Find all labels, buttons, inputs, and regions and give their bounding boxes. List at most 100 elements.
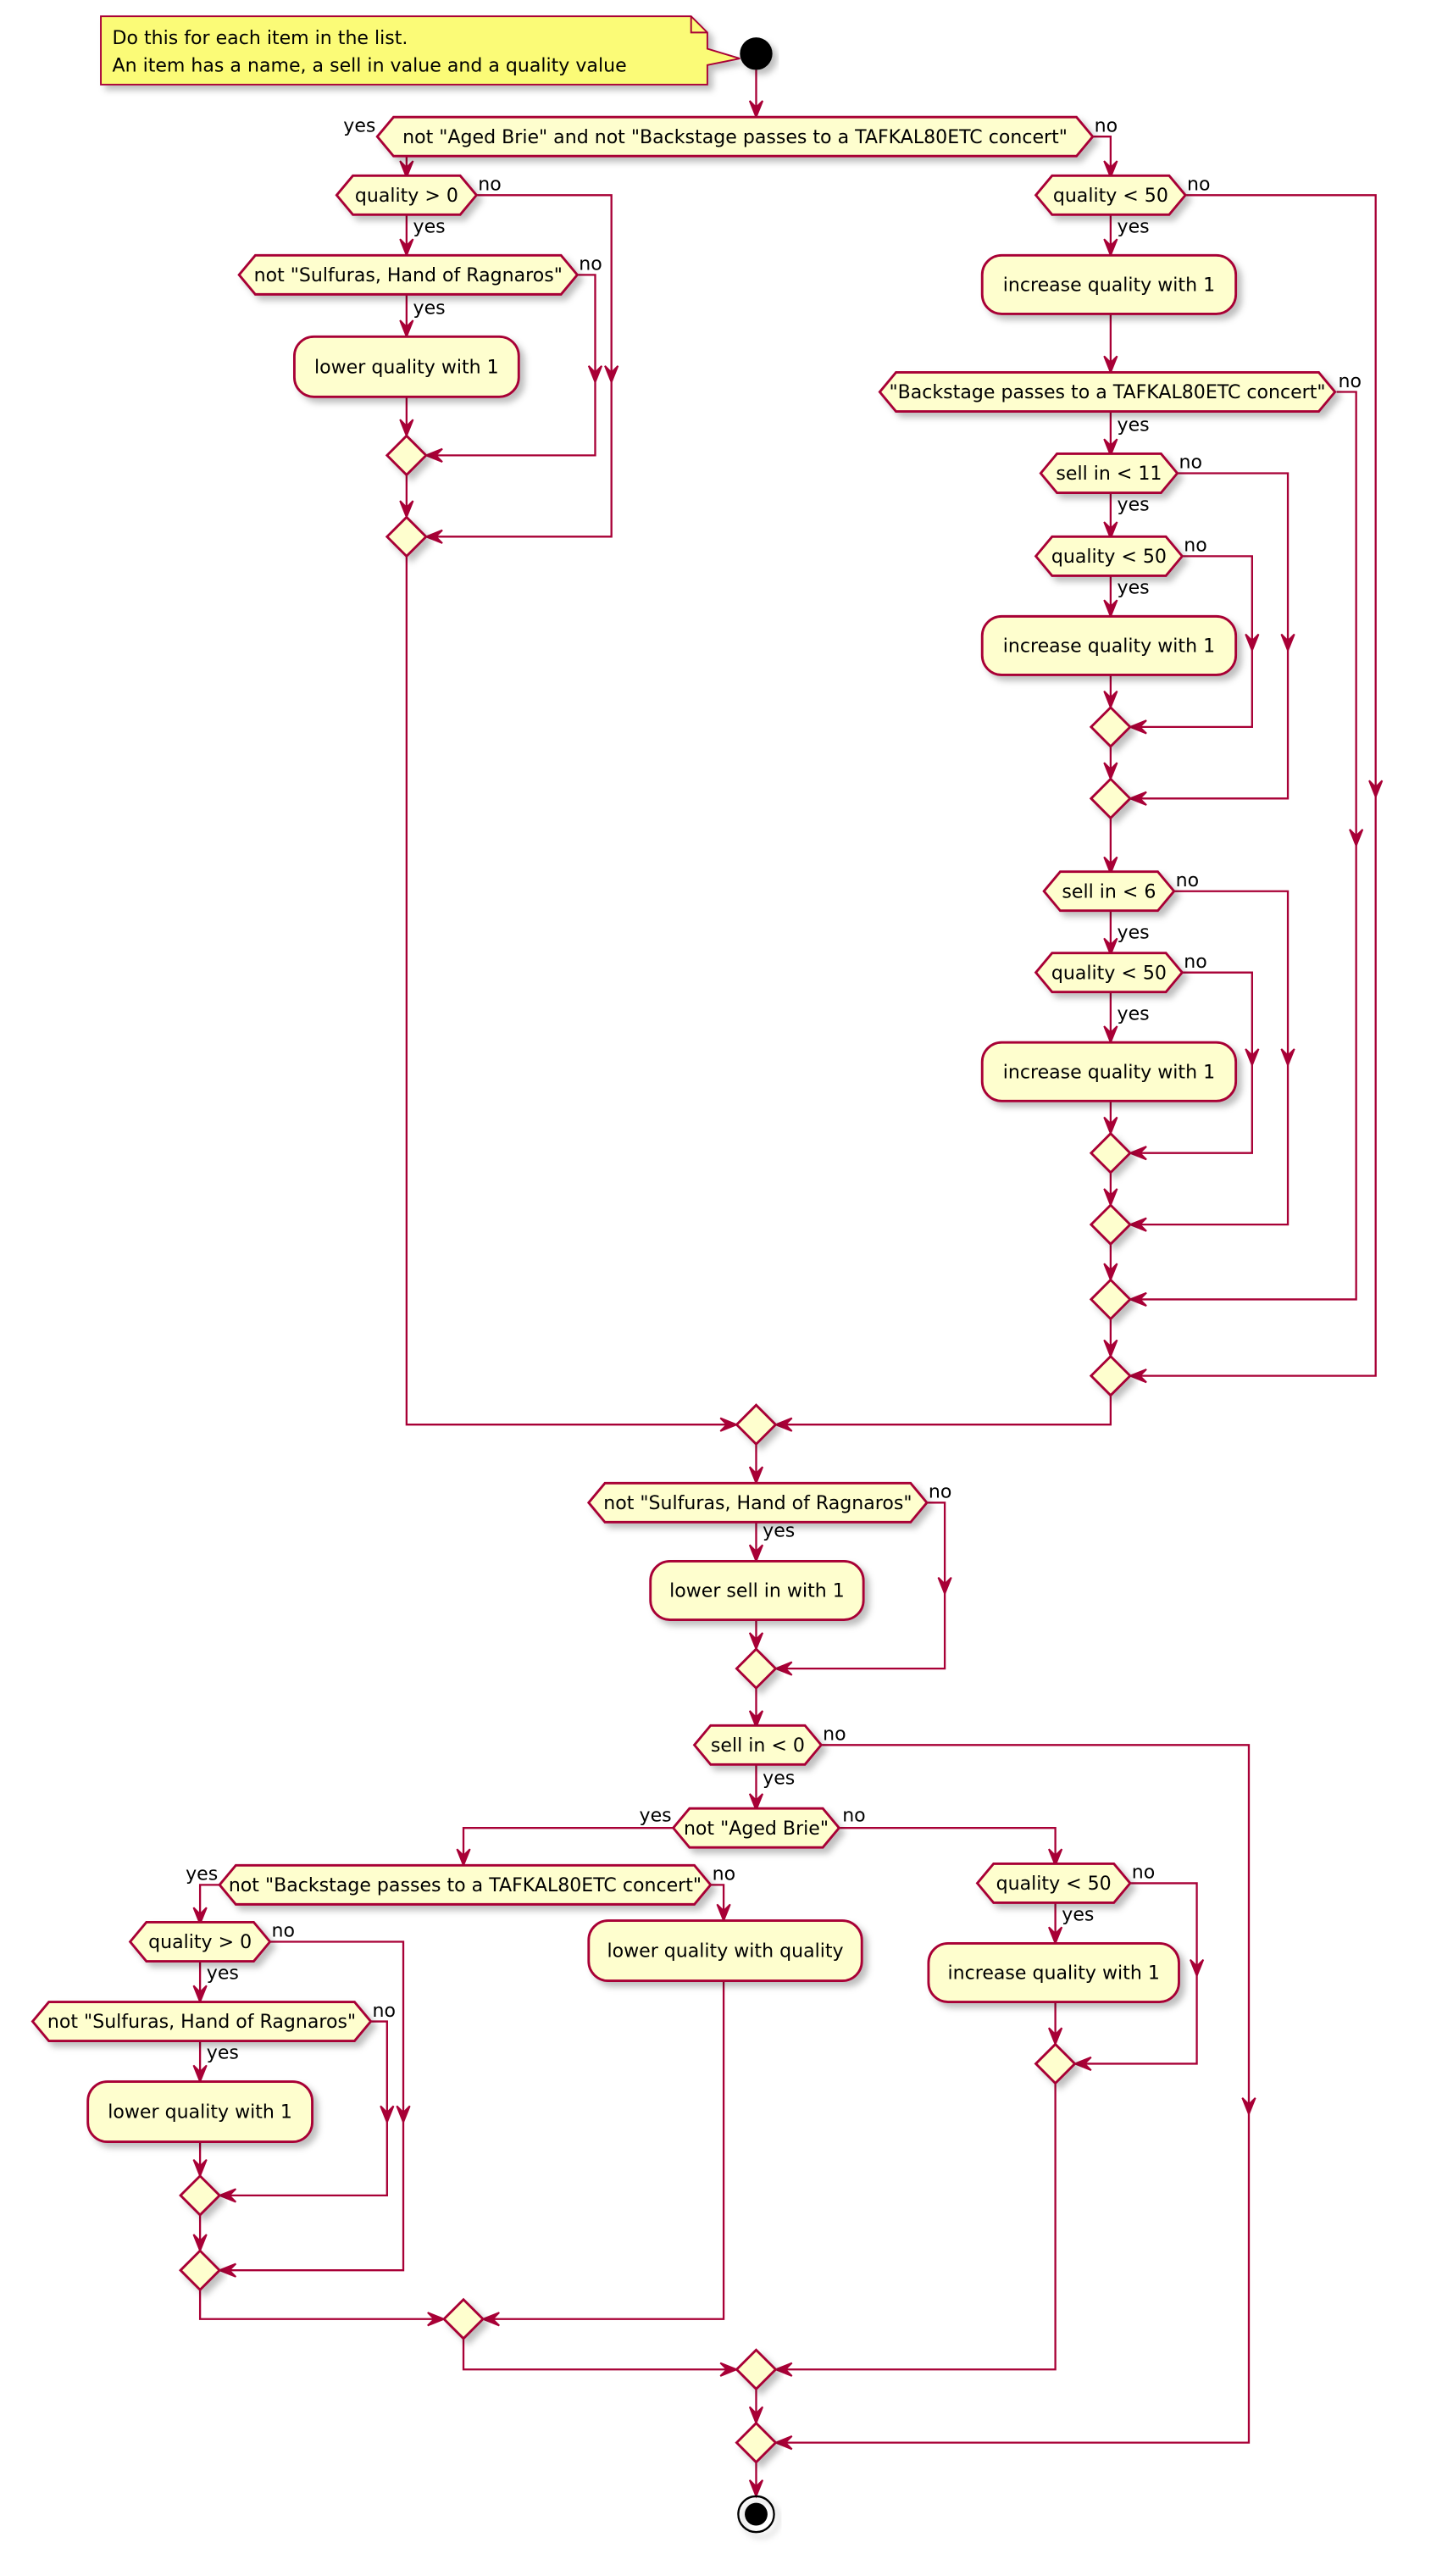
- decision-shape: [218, 1863, 713, 1906]
- arrowhead: [716, 1903, 731, 1924]
- note-line-1: Do this for each item in the list.: [112, 28, 408, 49]
- decision-label: quality < 50: [1053, 186, 1168, 207]
- action-label: increase quality with 1: [948, 1963, 1160, 1985]
- start-node: [740, 37, 773, 70]
- arrowhead: [192, 1985, 208, 2005]
- arrowhead: [1048, 2027, 1063, 2047]
- arrowhead: [1103, 856, 1118, 876]
- branch-label-no: no: [1132, 1863, 1155, 1884]
- arrowhead: [456, 1848, 471, 1868]
- arrowhead: [748, 1466, 764, 1485]
- action-label: lower quality with 1: [108, 2102, 292, 2124]
- flow-edge: [1129, 391, 1357, 1301]
- arrowhead: [1128, 1217, 1147, 1232]
- branch-label-no: no: [579, 254, 602, 275]
- flow-edge: [775, 1744, 1251, 2444]
- merge-diamond: [385, 434, 428, 477]
- branch-label-no: no: [1184, 952, 1206, 973]
- action-a3: increase quality with 1: [980, 614, 1238, 676]
- branch-label-no: no: [373, 2001, 396, 2022]
- action-box: [980, 614, 1238, 676]
- arrowhead: [1103, 1188, 1118, 1208]
- merge-diamond: [1089, 1203, 1132, 1246]
- decision-label: quality > 0: [148, 1932, 252, 1953]
- decision-shape: [975, 1862, 1132, 1904]
- decision-label: not "Sulfuras, Hand of Ragnaros": [603, 1493, 912, 1514]
- note-line-2: An item has a name, a sell in value and …: [112, 55, 626, 76]
- arrowhead: [748, 2406, 764, 2426]
- arrowhead: [587, 365, 603, 385]
- branch-label-no: no: [713, 1864, 735, 1885]
- decision-label: quality < 50: [1051, 547, 1167, 568]
- arrowhead: [773, 1661, 793, 1676]
- arrowhead: [1280, 633, 1295, 653]
- decision-d1: not "Aged Brie" and not "Backstage passe…: [375, 115, 1095, 158]
- decision-d12: not "Aged Brie": [671, 1807, 841, 1849]
- flow-edge: [425, 274, 596, 457]
- arrowhead: [1245, 1048, 1260, 1068]
- branch-label-yes: yes: [1118, 922, 1150, 943]
- decision-d4: quality < 50: [1034, 174, 1188, 216]
- branch-label-no: no: [1176, 870, 1199, 891]
- arrowhead: [1280, 1048, 1295, 1068]
- arrowhead: [604, 365, 619, 385]
- branch-label-no: no: [272, 1921, 295, 1942]
- decision-d3: not "Sulfuras, Hand of Ragnaros": [237, 253, 580, 296]
- arrowhead: [1128, 1291, 1147, 1307]
- decision-d15: not "Sulfuras, Hand of Ragnaros": [31, 2001, 373, 2043]
- branch-label-yes: yes: [1118, 578, 1150, 599]
- arrowhead: [424, 529, 443, 544]
- decision-label: "Backstage passes to a TAFKAL80ETC conce…: [889, 382, 1325, 403]
- note-fold: [690, 16, 707, 34]
- arrowhead: [1048, 1926, 1063, 1946]
- arrowhead: [399, 419, 414, 438]
- merge-diamond: [1089, 1131, 1132, 1174]
- arrowhead: [1128, 791, 1147, 806]
- flow-edge: [1092, 136, 1112, 178]
- arrowhead: [1349, 829, 1364, 848]
- flow-edge: [219, 1940, 405, 2272]
- decision-label: sell in < 11: [1056, 464, 1162, 485]
- arrowhead: [1368, 780, 1384, 799]
- arrowhead: [1103, 1025, 1118, 1045]
- action-box: [86, 2080, 313, 2144]
- arrowhead: [1128, 719, 1147, 735]
- decision-d5: "Backstage passes to a TAFKAL80ETC conce…: [878, 371, 1337, 413]
- branch-labels: yes noyesnoyesnoyesnoyesnoyesnoyesnoyesno…: [186, 115, 1362, 2063]
- arrowhead: [1103, 355, 1118, 375]
- arrowhead: [380, 2105, 395, 2125]
- decision-d16: quality < 50: [975, 1862, 1132, 1904]
- branch-label-yes: yes: [343, 115, 375, 136]
- arrowhead: [192, 2234, 208, 2253]
- branch-label-no: no: [1179, 452, 1201, 474]
- decision-label: sell in < 0: [711, 1735, 805, 1757]
- merge-diamond: [1034, 2042, 1077, 2085]
- flow-edge: [405, 556, 737, 1426]
- arrowhead: [192, 2064, 208, 2085]
- decision-d6: sell in < 11: [1039, 452, 1179, 494]
- decision-shape: [237, 253, 580, 296]
- action-a8: increase quality with 1: [927, 1941, 1180, 2003]
- decision-label: not "Sulfuras, Hand of Ragnaros": [47, 2012, 356, 2033]
- arrowhead: [1103, 599, 1118, 619]
- merge-diamond: [1089, 705, 1132, 748]
- flow-edge: [462, 1827, 674, 1866]
- arrowhead: [1241, 2097, 1256, 2117]
- action-label: lower sell in with 1: [669, 1581, 845, 1602]
- flow-edge: [483, 1980, 725, 2320]
- decision-d8: sell in < 6: [1042, 870, 1176, 913]
- decision-shape: [671, 1807, 841, 1849]
- decision-d9: quality < 50: [1034, 952, 1184, 994]
- flow-edge: [425, 194, 613, 538]
- branch-label-yes: yes: [186, 1864, 218, 1885]
- action-a5: lower sell in with 1: [649, 1559, 865, 1621]
- arrowhead: [1103, 1339, 1118, 1359]
- arrowhead: [192, 1907, 208, 1926]
- note-box: [100, 15, 740, 86]
- branch-label-yes: yes: [207, 1963, 239, 1985]
- flow-edge: [775, 2083, 1057, 2371]
- decision-label: not "Backstage passes to a TAFKAL80ETC c…: [229, 1875, 702, 1896]
- action-a4: increase quality with 1: [980, 1041, 1238, 1102]
- arrowhead: [719, 2362, 740, 2377]
- arrowhead: [748, 100, 764, 119]
